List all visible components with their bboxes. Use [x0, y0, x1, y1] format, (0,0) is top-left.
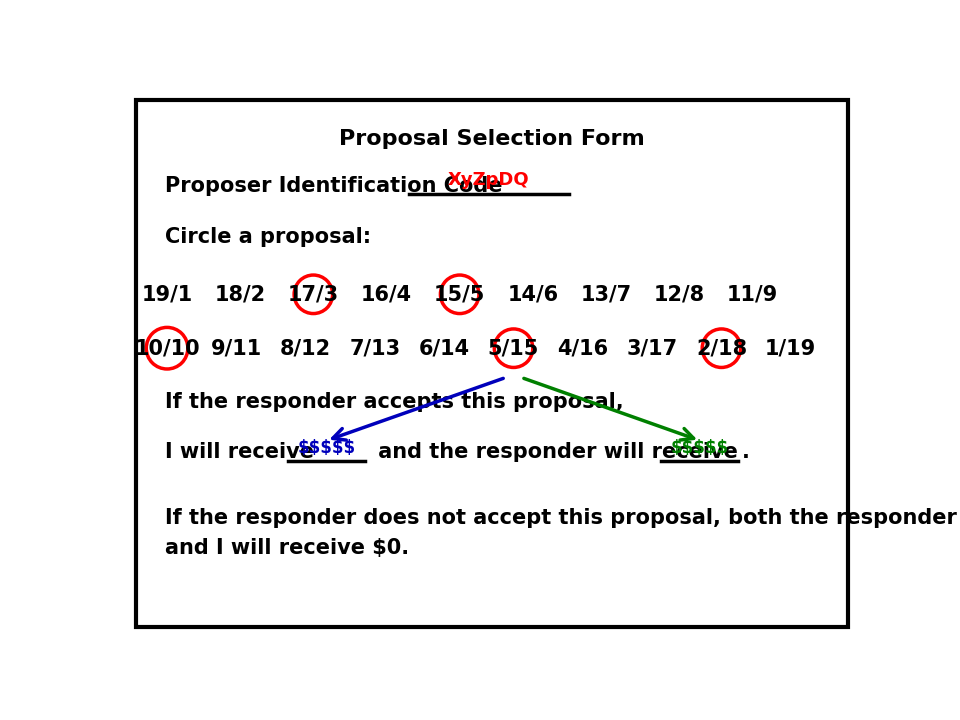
Text: 19/1: 19/1 [141, 284, 193, 305]
Text: 4/16: 4/16 [558, 338, 609, 358]
Text: and the responder will receive: and the responder will receive [372, 442, 745, 462]
Text: 3/17: 3/17 [627, 338, 678, 358]
Text: 7/13: 7/13 [349, 338, 400, 358]
Text: 9/11: 9/11 [211, 338, 262, 358]
Text: If the responder accepts this proposal,: If the responder accepts this proposal, [165, 392, 623, 412]
Text: and I will receive $0.: and I will receive $0. [165, 539, 409, 559]
Text: If the responder does not accept this proposal, both the responder: If the responder does not accept this pr… [165, 508, 956, 528]
Text: 13/7: 13/7 [581, 284, 632, 305]
Text: XyZpDQ: XyZpDQ [448, 171, 530, 189]
Text: 6/14: 6/14 [419, 338, 469, 358]
Text: 14/6: 14/6 [507, 284, 559, 305]
Text: $$$$$: $$$$$ [298, 439, 355, 457]
Text: $$$$$: $$$$$ [671, 439, 729, 457]
Text: 15/5: 15/5 [434, 284, 486, 305]
Text: Circle a proposal:: Circle a proposal: [165, 227, 371, 246]
Text: Proposal Selection Form: Proposal Selection Form [339, 129, 645, 149]
Text: 5/15: 5/15 [488, 338, 540, 358]
Text: 10/10: 10/10 [134, 338, 200, 358]
Text: 11/9: 11/9 [727, 284, 778, 305]
Text: I will receive: I will receive [165, 442, 321, 462]
Text: 1/19: 1/19 [765, 338, 816, 358]
Text: 8/12: 8/12 [280, 338, 331, 358]
Text: Proposer Identification Code: Proposer Identification Code [165, 176, 510, 197]
Text: .: . [742, 442, 750, 462]
Text: 12/8: 12/8 [654, 284, 705, 305]
Text: 18/2: 18/2 [215, 284, 266, 305]
Text: 16/4: 16/4 [361, 284, 412, 305]
Text: 2/18: 2/18 [696, 338, 747, 358]
Text: 17/3: 17/3 [288, 284, 339, 305]
